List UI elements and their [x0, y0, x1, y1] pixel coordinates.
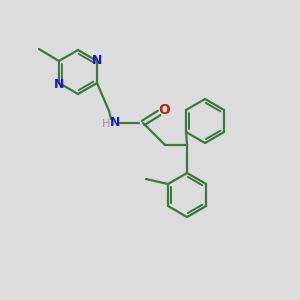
Text: O: O	[158, 103, 170, 117]
Text: N: N	[54, 77, 64, 91]
Text: N: N	[92, 53, 102, 67]
Text: N: N	[110, 116, 120, 130]
Text: H: H	[102, 119, 110, 129]
